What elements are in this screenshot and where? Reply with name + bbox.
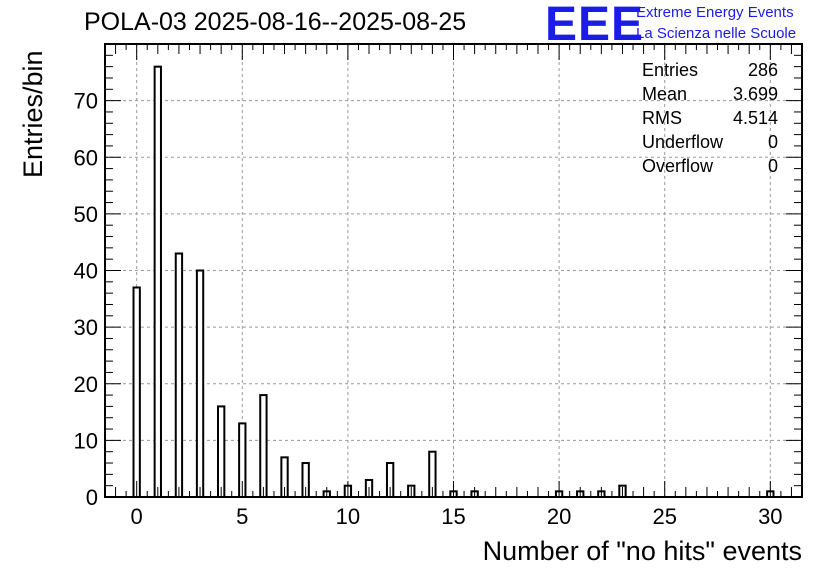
stat-value: 286 bbox=[747, 60, 778, 80]
chart-title: POLA-03 2025-08-16--2025-08-25 bbox=[84, 8, 467, 36]
stat-value: 4.514 bbox=[732, 108, 778, 128]
x-tick-label: 10 bbox=[336, 504, 360, 529]
histogram-bar bbox=[153, 65, 162, 499]
stat-label: Mean bbox=[642, 84, 688, 104]
y-tick-labels: 0 10 20 30 40 50 60 70 bbox=[74, 89, 98, 510]
stat-row-rms: RMS 4.514 bbox=[642, 106, 778, 130]
x-tick-label: 30 bbox=[758, 504, 782, 529]
x-tick-label: 20 bbox=[547, 504, 571, 529]
logo-line-2: La Scienza nelle Scuole bbox=[636, 25, 797, 42]
y-tick-label: 10 bbox=[74, 428, 98, 453]
histogram-bar bbox=[174, 252, 184, 498]
histogram-bar bbox=[216, 405, 226, 498]
x-tick-label: 5 bbox=[236, 504, 248, 529]
y-tick-label: 70 bbox=[74, 89, 98, 114]
x-axis-label: Number of "no hits" events bbox=[482, 536, 802, 566]
stat-value: 0 bbox=[767, 156, 778, 176]
stat-value: 3.699 bbox=[732, 84, 778, 104]
axis-ticks bbox=[104, 43, 803, 498]
y-tick-label: 30 bbox=[74, 315, 98, 340]
grid-lines bbox=[105, 44, 802, 497]
y-tick-label: 0 bbox=[86, 485, 98, 510]
stat-value: 0 bbox=[767, 132, 778, 152]
stat-row-overflow: Overflow 0 bbox=[642, 154, 778, 178]
histogram-bar bbox=[259, 394, 268, 499]
y-tick-label: 60 bbox=[74, 145, 98, 170]
stat-row-mean: Mean 3.699 bbox=[642, 82, 778, 106]
eee-logo: EEE bbox=[545, 0, 645, 51]
stat-label: Overflow bbox=[642, 156, 714, 176]
histogram-bar bbox=[132, 286, 141, 498]
x-tick-label: 15 bbox=[441, 504, 465, 529]
x-tick-label: 0 bbox=[131, 504, 143, 529]
stat-label: RMS bbox=[642, 108, 682, 128]
y-axis-label: Entries/bin bbox=[18, 50, 48, 178]
stat-label: Underflow bbox=[642, 132, 724, 152]
y-tick-label: 50 bbox=[74, 202, 98, 227]
histogram-bar bbox=[195, 269, 205, 498]
y-tick-label: 20 bbox=[74, 372, 98, 397]
logo-line-1: Extreme Energy Events bbox=[636, 4, 794, 21]
stat-row-underflow: Underflow 0 bbox=[642, 130, 778, 154]
x-tick-label: 25 bbox=[652, 504, 676, 529]
y-tick-label: 40 bbox=[74, 259, 98, 284]
stat-label: Entries bbox=[642, 60, 699, 80]
stats-box: Entries 286 Mean 3.699 RMS 4.514 Underfl… bbox=[642, 58, 778, 178]
stat-row-entries: Entries 286 bbox=[642, 58, 778, 82]
x-tick-labels: 0 5 10 15 20 25 30 bbox=[131, 504, 783, 529]
